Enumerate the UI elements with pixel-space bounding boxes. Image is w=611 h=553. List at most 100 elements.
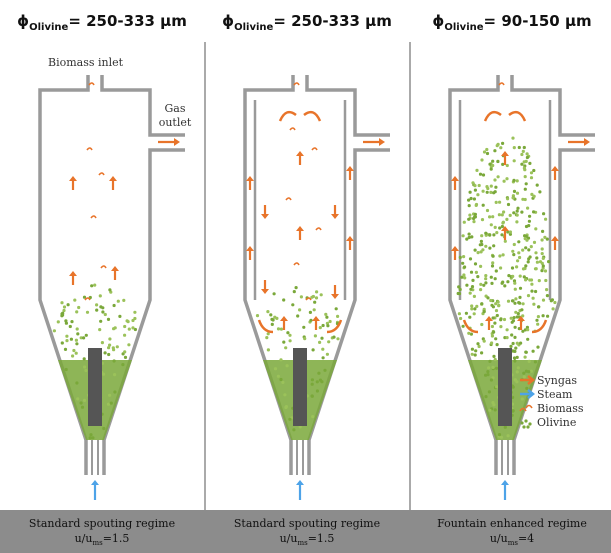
olivine-particle — [71, 354, 75, 358]
olivine-particle — [505, 336, 509, 340]
olivine-particle — [133, 316, 137, 321]
olivine-particle — [527, 370, 531, 374]
olivine-particle — [284, 346, 288, 350]
olivine-particle — [489, 190, 493, 194]
olivine-particle — [108, 337, 112, 341]
olivine-particle — [485, 151, 490, 156]
olivine-particle — [496, 175, 500, 179]
olivine-particle — [503, 284, 507, 288]
biomass-inlet-label: Biomass inlet — [48, 56, 124, 69]
olivine-particle — [315, 380, 319, 384]
olivine-particle — [523, 355, 527, 359]
olivine-particle — [543, 269, 548, 273]
flow-arrowhead — [501, 480, 509, 485]
olivine-particle — [469, 196, 473, 201]
olivine-particle — [489, 184, 493, 188]
olivine-particle — [75, 327, 79, 331]
ratio-subscript: ms — [92, 539, 103, 547]
legend-label: Biomass — [537, 402, 584, 415]
olivine-particle — [491, 254, 495, 258]
olivine-particle — [505, 217, 509, 221]
biomass-particle — [88, 82, 95, 86]
olivine-particle — [501, 253, 505, 257]
olivine-particle — [66, 303, 70, 307]
olivine-particle — [546, 314, 550, 318]
fountain-arrow — [483, 110, 527, 122]
olivine-particle — [326, 324, 330, 328]
olivine-particle — [468, 315, 472, 319]
olivine-particle — [462, 255, 466, 259]
olivine-particle — [523, 175, 527, 179]
panel-header: ϕOlivine= 90-150 μm — [432, 12, 591, 33]
olivine-particle — [525, 386, 529, 390]
olivine-particle — [506, 202, 511, 207]
olivine-particle — [513, 281, 517, 285]
olivine-particle — [285, 364, 289, 368]
olivine-particle — [481, 173, 486, 177]
olivine-particle — [489, 223, 493, 227]
olivine-particle — [77, 305, 81, 310]
olivine-particle — [273, 367, 278, 371]
olivine-particle — [113, 373, 117, 377]
olivine-particle — [82, 398, 87, 402]
olivine-particle — [525, 325, 530, 329]
legend-steam-icon — [520, 389, 536, 399]
olivine-particle — [503, 239, 507, 243]
olivine-particle — [512, 189, 517, 193]
olivine-particle — [480, 158, 484, 162]
panel-header: ϕOlivine= 250-333 μm — [17, 12, 187, 33]
olivine-particle — [494, 200, 498, 204]
olivine-particle — [469, 332, 473, 336]
olivine-particle — [528, 161, 532, 165]
olivine-particle — [473, 212, 477, 216]
olivine-particle — [521, 314, 525, 318]
header-text: = 250-333 μm — [273, 12, 392, 30]
olivine-particle — [533, 360, 538, 364]
olivine-particle — [467, 198, 471, 202]
olivine-particle — [470, 352, 474, 356]
olivine-particle — [520, 308, 524, 312]
flow-arrowhead — [551, 236, 559, 241]
flow-arrowhead — [451, 246, 459, 251]
olivine-particle — [544, 278, 548, 283]
olivine-particle — [524, 264, 528, 268]
olivine-particle — [321, 323, 325, 328]
olivine-particle — [470, 304, 474, 308]
olivine-particle — [491, 316, 495, 320]
olivine-particle — [512, 178, 516, 182]
olivine-particle — [467, 217, 471, 221]
olivine-particle — [321, 356, 325, 360]
olivine-particle — [523, 187, 527, 191]
olivine-particle — [520, 152, 524, 157]
biomass-particle — [293, 262, 300, 266]
olivine-particle — [537, 305, 541, 309]
olivine-particle — [515, 355, 519, 359]
olivine-particle — [501, 162, 505, 166]
olivine-particle — [469, 270, 474, 274]
olivine-particle — [103, 312, 107, 317]
flow-arrowhead — [551, 166, 559, 171]
olivine-particle — [492, 403, 496, 407]
olivine-particle — [131, 318, 135, 323]
olivine-particle — [472, 294, 476, 298]
olivine-particle — [536, 315, 541, 319]
olivine-particle — [518, 286, 523, 290]
olivine-particle — [518, 301, 522, 305]
header-text: = 250-333 μm — [68, 12, 187, 30]
olivine-particle — [75, 342, 79, 346]
olivine-particle — [527, 359, 531, 363]
olivine-particle — [499, 325, 503, 329]
olivine-particle — [536, 345, 540, 349]
ratio-subscript: ms — [297, 539, 308, 547]
flow-arrowhead — [246, 176, 254, 181]
olivine-particle — [473, 184, 477, 188]
header-subscript: Olivine — [444, 22, 483, 33]
olivine-particle — [503, 336, 507, 340]
olivine-particle — [536, 322, 540, 326]
olivine-particle — [458, 255, 462, 259]
olivine-particle — [512, 253, 516, 257]
olivine-particle — [266, 310, 270, 314]
olivine-particle — [514, 310, 518, 314]
olivine-particle — [276, 374, 280, 378]
olivine-particle — [494, 185, 498, 189]
